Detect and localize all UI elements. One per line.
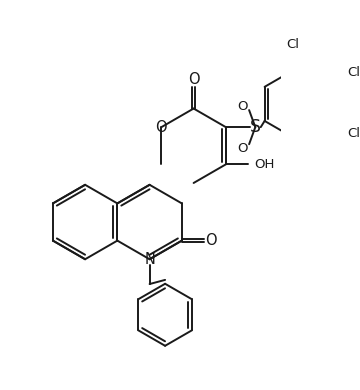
Text: S: S <box>250 118 261 136</box>
Text: O: O <box>238 100 248 113</box>
Text: OH: OH <box>255 158 275 171</box>
Text: O: O <box>188 73 199 87</box>
Text: N: N <box>144 252 155 267</box>
Text: Cl: Cl <box>347 66 360 79</box>
Text: Cl: Cl <box>347 127 360 140</box>
Text: O: O <box>205 233 216 248</box>
Text: O: O <box>238 142 248 154</box>
Text: Cl: Cl <box>286 38 299 51</box>
Text: O: O <box>156 120 167 135</box>
